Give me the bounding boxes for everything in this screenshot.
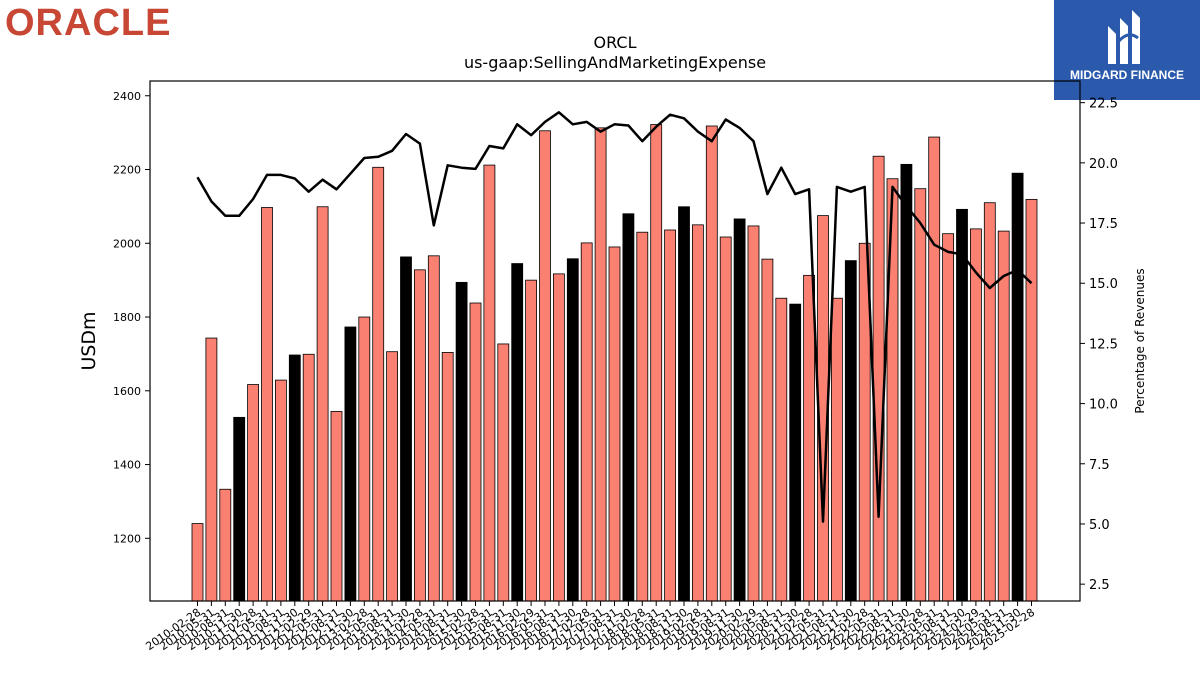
bar bbox=[650, 124, 663, 602]
bar bbox=[455, 281, 468, 602]
y-tick-label: 2400 bbox=[113, 90, 141, 103]
bar bbox=[372, 166, 385, 602]
bar bbox=[789, 303, 802, 602]
bar bbox=[469, 302, 482, 602]
y-tick-label: 1400 bbox=[113, 459, 141, 472]
x-axis: 2010-02-282010-05-312010-08-312010-11-30… bbox=[143, 601, 1037, 653]
bar bbox=[302, 353, 315, 602]
bar bbox=[247, 384, 260, 602]
bar bbox=[775, 297, 788, 602]
bar bbox=[831, 297, 843, 602]
bar bbox=[441, 352, 454, 602]
bar bbox=[580, 242, 593, 602]
y-tick-label: 1800 bbox=[113, 311, 141, 324]
bar bbox=[886, 178, 899, 602]
y-axis-left: 1200 1400 1600 1800 2000 2200 2400 bbox=[113, 90, 150, 545]
midgard-emblem-icon bbox=[1108, 10, 1140, 64]
bar bbox=[705, 125, 718, 602]
bar bbox=[608, 246, 621, 602]
y2-tick-label: 22.5 bbox=[1089, 97, 1118, 112]
bar bbox=[872, 155, 885, 602]
y2-tick-label: 2.5 bbox=[1089, 578, 1110, 593]
chart-title: ORCL bbox=[594, 33, 637, 52]
bar bbox=[997, 230, 1010, 602]
bar bbox=[386, 351, 399, 602]
bar bbox=[316, 206, 329, 602]
bar bbox=[733, 218, 746, 602]
bar bbox=[1025, 198, 1038, 602]
bar bbox=[344, 326, 357, 602]
bar bbox=[288, 354, 301, 602]
bar bbox=[566, 258, 579, 602]
bar bbox=[803, 274, 815, 602]
bar bbox=[233, 416, 246, 602]
bar bbox=[622, 213, 635, 602]
bar-series bbox=[191, 124, 1038, 602]
bar bbox=[970, 228, 982, 602]
bar bbox=[914, 188, 927, 602]
y-axis-label: USDm bbox=[78, 311, 100, 370]
bar bbox=[928, 136, 941, 602]
bar bbox=[761, 258, 774, 602]
bar bbox=[330, 411, 343, 602]
percentage-of-revenues-line bbox=[196, 111, 1033, 523]
bar bbox=[692, 224, 704, 602]
bar bbox=[1011, 172, 1024, 602]
oracle-logo: ORACLE bbox=[5, 2, 172, 44]
bar bbox=[400, 256, 412, 602]
bar bbox=[983, 202, 996, 602]
bar bbox=[942, 233, 954, 602]
bar bbox=[678, 206, 690, 602]
bar bbox=[844, 260, 857, 602]
y-tick-label: 2000 bbox=[113, 237, 141, 250]
bar bbox=[483, 164, 496, 602]
y2-tick-label: 12.5 bbox=[1089, 337, 1118, 352]
bar bbox=[274, 379, 287, 602]
y-tick-label: 1200 bbox=[113, 532, 141, 545]
bar bbox=[719, 236, 732, 602]
bar bbox=[747, 225, 760, 602]
y2-tick-label: 7.5 bbox=[1089, 458, 1110, 473]
bar bbox=[664, 229, 676, 602]
bar bbox=[205, 337, 218, 602]
bar bbox=[413, 269, 426, 602]
midgard-finance-logo: MIDGARD FINANCE bbox=[1054, 0, 1200, 100]
bar bbox=[525, 279, 537, 602]
y-tick-label: 2200 bbox=[113, 164, 141, 177]
chart-subtitle: us-gaap:SellingAndMarketingExpense bbox=[464, 53, 766, 72]
bar bbox=[553, 273, 565, 602]
y2-axis-label: Percentage of Revenues bbox=[1133, 268, 1147, 413]
bar bbox=[427, 255, 440, 602]
y-tick-label: 1600 bbox=[113, 385, 141, 398]
bar bbox=[636, 231, 649, 602]
y2-tick-label: 5.0 bbox=[1089, 518, 1110, 533]
y2-tick-label: 17.5 bbox=[1089, 217, 1118, 232]
y2-tick-label: 20.0 bbox=[1089, 157, 1118, 172]
bar bbox=[594, 127, 607, 602]
bar bbox=[261, 207, 273, 602]
bar bbox=[497, 343, 510, 602]
bar bbox=[511, 263, 524, 602]
y2-tick-label: 10.0 bbox=[1089, 398, 1118, 413]
bar bbox=[956, 208, 968, 602]
bar bbox=[219, 488, 232, 602]
y2-tick-label: 15.0 bbox=[1089, 277, 1118, 292]
bar bbox=[191, 523, 204, 602]
y-axis-right: 2.5 5.0 7.5 10.0 12.5 15.0 17.5 20.0 22.5 bbox=[1080, 97, 1118, 593]
bar bbox=[539, 130, 551, 602]
bar bbox=[358, 316, 371, 602]
midgard-finance-label: MIDGARD FINANCE bbox=[1070, 68, 1184, 82]
bar bbox=[900, 163, 913, 602]
